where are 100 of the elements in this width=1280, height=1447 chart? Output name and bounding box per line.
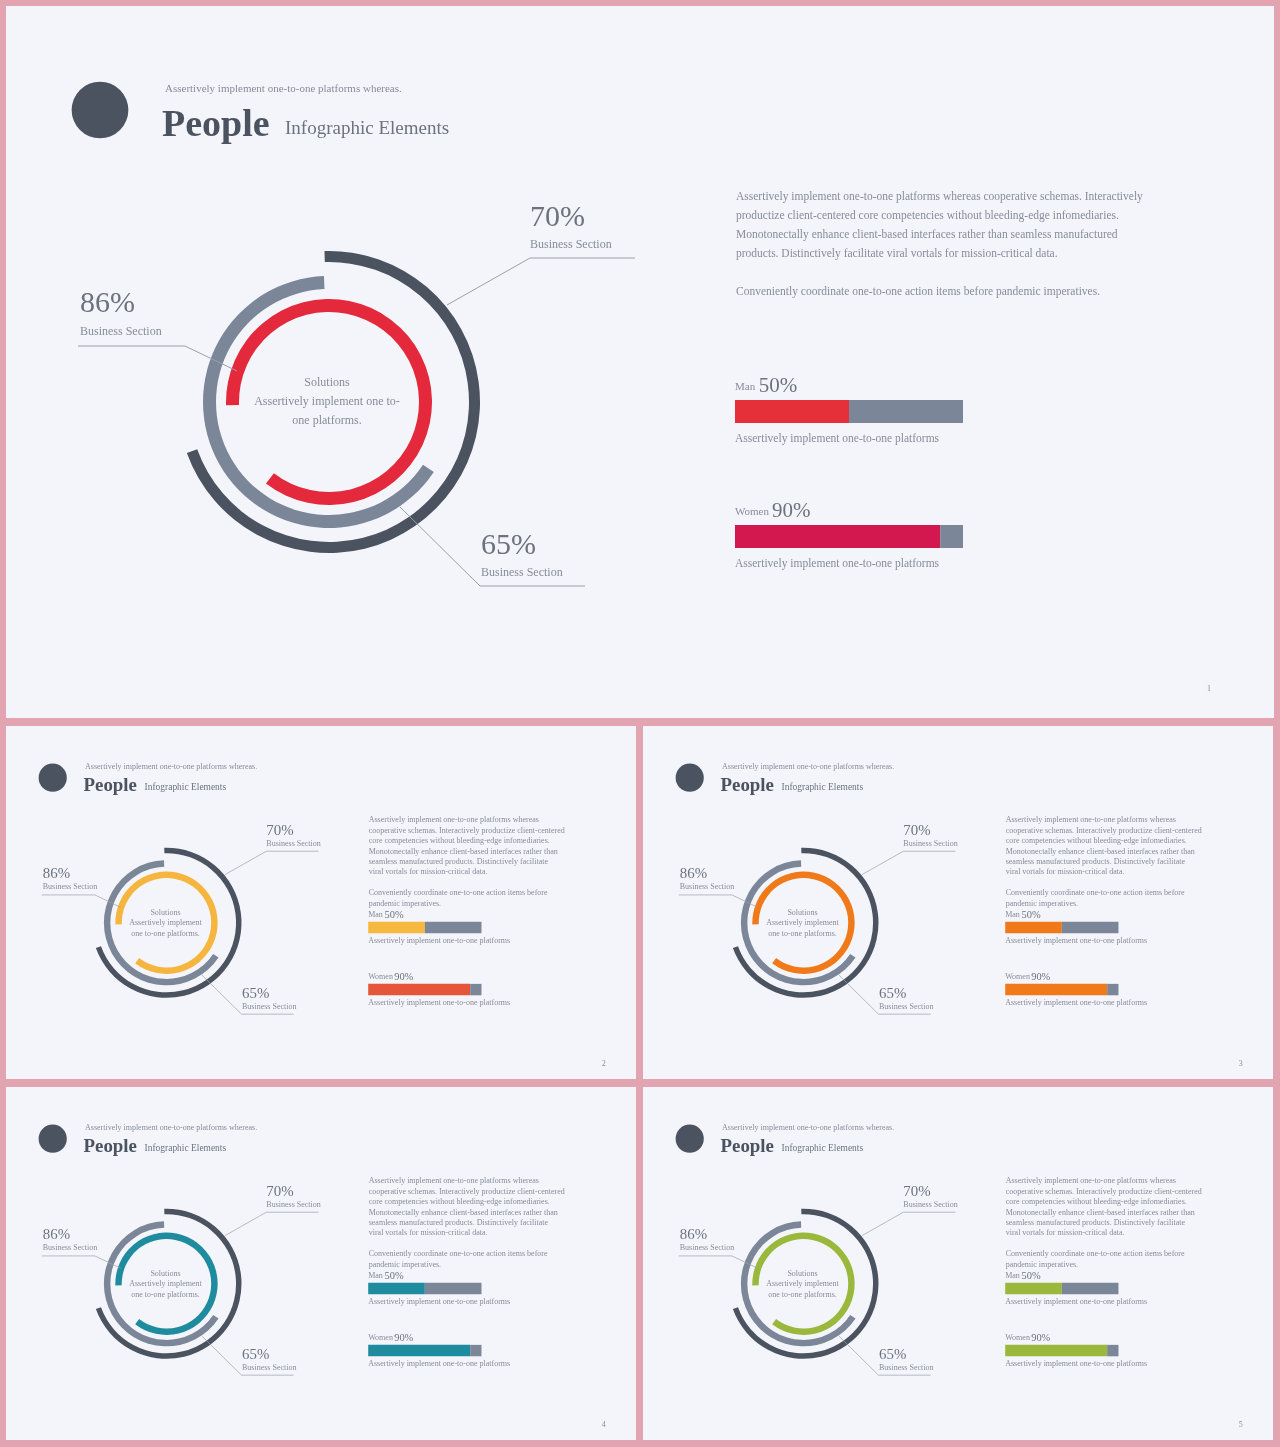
text: Assertively implement one to-one platforms. — [766, 918, 840, 938]
data-label: 70% — [903, 1183, 931, 1200]
text: Assertively implement one-to-one platforms whereas cooperative schemas. Interactively productize client-centered core competencies without bleeding-edge infomediaries. Monotonectally enhance client-based interfaces rather than seamless manufactured products. Distinctively facilitate viral vortals for mission-critical data. — [1005, 1176, 1202, 1238]
text: Infographic Elements — [144, 1142, 227, 1153]
data-label: 65% — [481, 527, 536, 560]
text: Assertively implement one to-one platforms. — [129, 1279, 203, 1299]
text: Solutions — [150, 1268, 181, 1278]
category-label: Business Section — [903, 839, 958, 849]
data-label: 90% — [394, 970, 414, 982]
text: Assertively implement one to-one platforms. — [254, 394, 400, 427]
annotation: Conveniently coordinate one-to-one action items before pandemic imperatives. — [368, 888, 548, 908]
data-label: 50% — [1021, 908, 1042, 920]
data-label: 65% — [242, 1346, 270, 1363]
text: People — [720, 773, 774, 795]
data-label: 65% — [879, 985, 907, 1002]
data-label: 90% — [1031, 1331, 1051, 1343]
text: 2 — [601, 1059, 606, 1069]
data-label: 70% — [530, 199, 585, 232]
category-label: Women — [1005, 971, 1030, 981]
text: 1 — [1207, 684, 1211, 693]
data-label: 90% — [1031, 970, 1051, 982]
data-label: 70% — [903, 822, 931, 839]
data-label: 86% — [679, 1226, 708, 1243]
annotation: Assertively implement one-to-one platforms — [1005, 1296, 1148, 1306]
text: People — [162, 102, 270, 144]
data-label: 86% — [679, 865, 708, 882]
text: Assertively implement one-to-one platforms whereas. — [165, 82, 402, 94]
data-label: 70% — [266, 822, 294, 839]
category-label: Business Section — [80, 324, 162, 338]
annotation: Conveniently coordinate one-to-one action items before pandemic imperatives. — [1005, 1249, 1185, 1269]
category-label: Business Section — [242, 1363, 297, 1373]
data-label: 86% — [42, 865, 71, 882]
category-label: Business Section — [679, 1243, 735, 1253]
text: Assertively implement one-to-one platforms whereas cooperative schemas. Interactively productize client-centered core competencies without bleeding-edge infomediaries. Monotonectally enhance client-based interfaces rather than seamless manufactured products. Distinctively facilitate viral vortals for mission-critical data. — [1005, 815, 1202, 877]
text: Assertively implement one-to-one platforms whereas. — [85, 1122, 258, 1132]
text: Solutions — [787, 907, 818, 917]
text: Infographic Elements — [144, 781, 227, 792]
annotation: Assertively implement one-to-one platforms — [368, 935, 511, 945]
annotation: Assertively implement one-to-one platforms — [368, 997, 511, 1007]
data-label: 90% — [772, 498, 811, 522]
category-label: Man — [368, 909, 383, 919]
text: Assertively implement one-to-one platforms whereas cooperative schemas. Interactively productize client-centered core competencies without bleeding-edge infomediaries. Monotonectally enhance client-based interfaces rather than seamless manufactured products. Distinctively facilitate viral vortals for mission-critical data. — [736, 190, 1144, 260]
annotation: Assertively implement one-to-one platforms — [368, 1296, 511, 1306]
text: 5 — [1238, 1420, 1243, 1430]
text: Assertively implement one-to-one platforms whereas. — [722, 1122, 895, 1132]
text: 3 — [1238, 1059, 1243, 1069]
annotation: Assertively implement one-to-one platforms — [1005, 935, 1148, 945]
data-label: 50% — [384, 1269, 405, 1281]
text: Assertively implement one-to-one platforms whereas cooperative schemas. Interactively productize client-centered core competencies without bleeding-edge infomediaries. Monotonectally enhance client-based interfaces rather than seamless manufactured products. Distinctively facilitate viral vortals for mission-critical data. — [368, 815, 565, 877]
data-label: 50% — [758, 373, 798, 397]
text: People — [83, 773, 137, 795]
text: Solutions — [150, 907, 181, 917]
text: Assertively implement one-to-one platforms whereas. — [722, 761, 895, 771]
data-label: 86% — [42, 1226, 71, 1243]
category-label: Business Section — [879, 1363, 934, 1373]
annotation: Assertively implement one-to-one platforms — [735, 432, 940, 445]
data-label: 50% — [384, 908, 405, 920]
text: People — [83, 1134, 137, 1156]
data-label: 65% — [242, 985, 270, 1002]
annotation: Conveniently coordinate one-to-one action items before pandemic imperatives. — [368, 1249, 548, 1269]
annotation: Assertively implement one-to-one platforms — [368, 1358, 511, 1368]
text: Solutions — [787, 1268, 818, 1278]
category-label: Women — [368, 1332, 393, 1342]
category-label: Business Section — [903, 1200, 958, 1210]
text: People — [720, 1134, 774, 1156]
category-label: Business Section — [266, 1200, 321, 1210]
annotation: Assertively implement one-to-one platforms — [1005, 1358, 1148, 1368]
text: Assertively implement one-to-one platforms whereas. — [85, 761, 258, 771]
category-label: Business Section — [679, 882, 735, 892]
category-label: Man — [1005, 1270, 1020, 1280]
category-label: Business Section — [530, 237, 612, 251]
category-label: Business Section — [879, 1002, 934, 1012]
annotation: Assertively implement one-to-one platforms — [735, 557, 940, 570]
category-label: Business Section — [42, 882, 98, 892]
category-label: Man — [1005, 909, 1020, 919]
text: Infographic Elements — [285, 117, 450, 138]
category-label: Man — [368, 1270, 383, 1280]
text: Assertively implement one-to-one platforms whereas cooperative schemas. Interactively productize client-centered core competencies without bleeding-edge infomediaries. Monotonectally enhance client-based interfaces rather than seamless manufactured products. Distinctively facilitate viral vortals for mission-critical data. — [368, 1176, 565, 1238]
category-label: Business Section — [481, 565, 563, 579]
text: Assertively implement one to-one platforms. — [766, 1279, 840, 1299]
annotation: Assertively implement one-to-one platforms — [1005, 997, 1148, 1007]
text: Infographic Elements — [781, 781, 864, 792]
text: Infographic Elements — [781, 1142, 864, 1153]
category-label: Business Section — [42, 1243, 98, 1253]
text: Assertively implement one to-one platforms. — [129, 918, 203, 938]
data-label: 86% — [80, 285, 135, 318]
category-label: Business Section — [242, 1002, 297, 1012]
annotation: Conveniently coordinate one-to-one action items before pandemic imperatives. — [1005, 888, 1185, 908]
category-label: Women — [1005, 1332, 1030, 1342]
category-label: Business Section — [266, 839, 321, 849]
data-label: 65% — [879, 1346, 907, 1363]
text: Solutions — [304, 375, 350, 389]
category-label: Man — [735, 380, 756, 392]
data-label: 90% — [394, 1331, 414, 1343]
text: 4 — [601, 1420, 606, 1430]
category-label: Women — [735, 505, 769, 517]
text: Conveniently coordinate one-to-one action items before pandemic imperatives. — [736, 285, 1101, 298]
data-label: 70% — [266, 1183, 294, 1200]
data-label: 50% — [1021, 1269, 1042, 1281]
category-label: Women — [368, 971, 393, 981]
